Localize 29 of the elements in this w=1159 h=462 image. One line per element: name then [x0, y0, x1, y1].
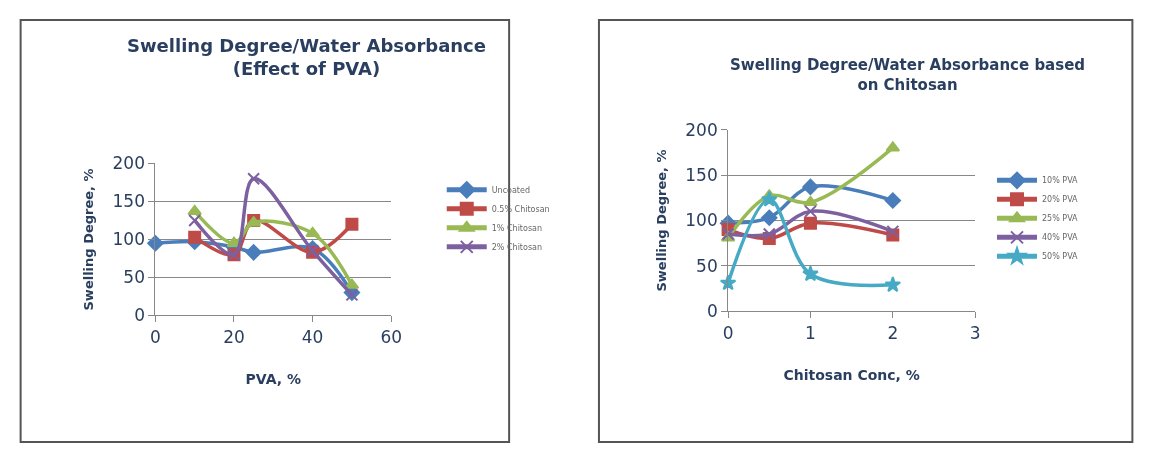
legend-label: 20% PVA: [1042, 195, 1079, 205]
x-tick-label: 0: [722, 322, 734, 343]
y-tick-label: 150: [685, 165, 718, 186]
y-tick-label: 50: [696, 255, 718, 276]
y-tick-label: 150: [112, 191, 145, 212]
y-axis-title: Swelling Degree, %: [81, 168, 97, 311]
legend-label: 25% PVA: [1042, 214, 1079, 224]
y-tick-label: 0: [706, 301, 718, 322]
y-tick-label: 100: [685, 210, 718, 231]
x-tick-label: 60: [380, 326, 403, 347]
y-axis-title: Swelling Degree, %: [654, 149, 670, 292]
y-tick-label: 200: [685, 119, 718, 140]
chart-title: Swelling Degree/Water Absorbance based on Chitosan: [730, 56, 1086, 94]
y-tick-label: 50: [123, 267, 145, 288]
x-tick-label: 2: [887, 322, 899, 343]
legend-label: 40% PVA: [1042, 233, 1079, 243]
legend-label: 50% PVA: [1042, 252, 1079, 262]
x-tick-label: 0: [149, 326, 161, 347]
y-tick-label: 200: [112, 153, 145, 174]
y-tick-label: 0: [134, 305, 145, 326]
legend-label: 10% PVA: [1042, 176, 1079, 186]
x-axis-title: PVA, %: [245, 371, 302, 388]
x-tick-label: 3: [969, 322, 981, 343]
x-axis-title: Chitosan Conc, %: [783, 366, 920, 383]
x-tick-label: 1: [805, 322, 816, 343]
chart-title: Swelling Degree/Water Absorbance (Effect of PVA): [127, 35, 486, 80]
x-tick-label: 40: [301, 326, 324, 347]
y-tick-label: 100: [112, 229, 145, 250]
x-tick-label: 20: [223, 326, 245, 347]
